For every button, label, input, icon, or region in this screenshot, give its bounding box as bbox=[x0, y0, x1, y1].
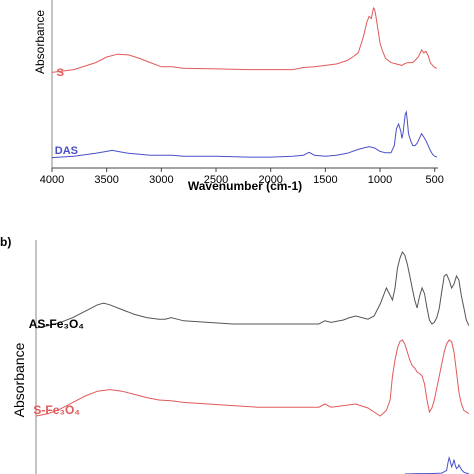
panel-a: Absorbance 4000 3500 3000 2500 2000 1500 1000 5… bbox=[33, 0, 444, 193]
panel-b: b) Absorbance AS-Fe₃O₄ S-Fe₃O₄ bbox=[0, 235, 470, 474]
panel-b-tag: b) bbox=[0, 235, 11, 249]
panel-a-xlabel: Wavenumber (cm-1) bbox=[188, 179, 302, 193]
series-label-s: S bbox=[57, 67, 64, 79]
x-tick-label-500: 500 bbox=[426, 174, 444, 186]
x-tick-label-2000: 2000 bbox=[258, 174, 282, 186]
series-line-s-fe-o bbox=[35, 339, 470, 417]
series-line-das bbox=[51, 110, 438, 159]
x-tick-label-4000: 4000 bbox=[40, 174, 64, 186]
panel-a-x-tick-labels: 4000 3500 3000 2500 2000 1500 1000 500 bbox=[40, 174, 444, 186]
x-tick-label-3000: 3000 bbox=[149, 174, 173, 186]
x-tick-label-2500: 2500 bbox=[204, 174, 228, 186]
panel-a-ylabel: Absorbance bbox=[33, 10, 47, 74]
series-label-das: DAS bbox=[55, 145, 78, 157]
x-tick-label-1000: 1000 bbox=[368, 174, 392, 186]
panel-b-series bbox=[35, 250, 470, 474]
panel-a-series bbox=[51, 6, 438, 159]
panel-b-ylabel: Absorbance bbox=[11, 342, 27, 417]
x-tick-label-1500: 1500 bbox=[313, 174, 337, 186]
series-line-s bbox=[51, 6, 438, 73]
series-line-as-fe-o bbox=[35, 250, 470, 329]
x-tick-label-3500: 3500 bbox=[94, 174, 118, 186]
panel-a-series-labels: S DAS bbox=[55, 67, 78, 157]
panel-b-series-labels: AS-Fe₃O₄ S-Fe₃O₄ bbox=[29, 317, 85, 417]
series-line-unlabeled-2 bbox=[404, 455, 469, 474]
series-label-s-fe-o: S-Fe₃O₄ bbox=[33, 403, 80, 417]
panel-a-x-ticks bbox=[51, 168, 436, 172]
series-label-as-fe-o: AS-Fe₃O₄ bbox=[29, 317, 85, 331]
